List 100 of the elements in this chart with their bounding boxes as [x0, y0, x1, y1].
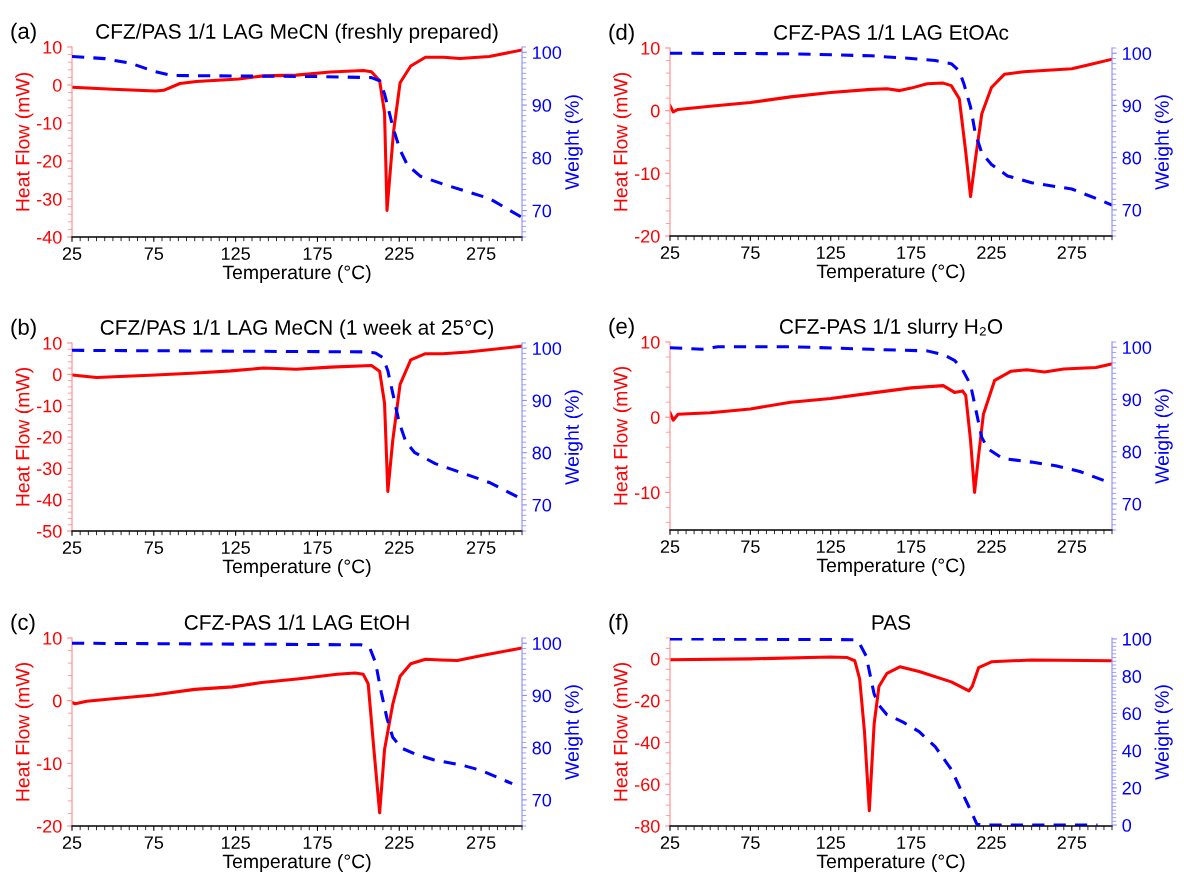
y-tick-label: -10 [634, 167, 660, 181]
x-axis-title: Temperature (°C) [222, 264, 371, 284]
x-tick-label: 75 [144, 541, 164, 554]
chart-title: CFZ/PAS 1/1 LAG MeCN (1 week at 25°C) [100, 319, 494, 339]
y-axis-title: Heat Flow (mW) [15, 72, 34, 211]
x-tick-label: 25 [62, 541, 82, 554]
x-tick-label: 75 [144, 247, 164, 260]
y-axis-title: Heat Flow (mW) [613, 366, 632, 505]
y-axis-title: Heat Flow (mW) [613, 72, 632, 211]
y-tick-label: -10 [36, 116, 62, 130]
y2-tick-label: 80 [1122, 151, 1142, 165]
x-tick-label: 125 [817, 836, 846, 849]
y2-tick-label: 100 [1123, 632, 1152, 646]
y-tick-label: -20 [634, 694, 660, 708]
y2-tick-label: 80 [1122, 445, 1142, 459]
y2-tick-label: 70 [532, 498, 552, 512]
y-axis-title: Heat Flow (mW) [15, 367, 34, 506]
x-tick-label: 175 [897, 540, 926, 553]
line-series [670, 655, 1112, 813]
x-tick-label: 75 [741, 836, 760, 849]
y-tick-label: 10 [43, 631, 62, 645]
x-tick-label: 225 [977, 540, 1006, 553]
x-tick-label: 225 [977, 836, 1006, 849]
y-tick-label: 0 [650, 104, 660, 118]
chart-title: CFZ/PAS 1/1 LAG MeCN (freshly prepared) [96, 23, 498, 43]
y-tick-label: 10 [43, 336, 62, 350]
y2-axis-title: Weight (%) [564, 95, 583, 190]
y-tick-label: 0 [52, 368, 62, 382]
y2-tick-label: 60 [1122, 707, 1142, 721]
y-tick-label: -20 [634, 229, 660, 243]
y-tick-label: -10 [36, 757, 62, 771]
y2-tick-label: 100 [533, 342, 562, 355]
x-tick-label: 175 [897, 836, 926, 849]
x-tick-label: 275 [1057, 836, 1087, 849]
x-tick-label: 75 [741, 246, 760, 259]
y2-axis-title: Weight (%) [1154, 685, 1173, 780]
x-tick-label: 125 [817, 246, 846, 259]
y2-tick-label: 90 [532, 689, 552, 703]
y-tick-label: -30 [36, 462, 62, 476]
y2-tick-label: 90 [532, 98, 552, 112]
x-tick-label: 75 [144, 836, 164, 849]
line-series [670, 638, 1100, 826]
text: (b) [11, 318, 36, 340]
y-tick-label: -40 [36, 493, 62, 507]
y-tick-label: -10 [36, 399, 62, 413]
x-tick-label: 125 [817, 540, 846, 553]
x-tick-label: 175 [303, 247, 332, 260]
y2-axis-title: Weight (%) [1154, 389, 1173, 484]
y2-tick-label: 90 [532, 394, 552, 408]
y-tick-label: 0 [52, 694, 62, 708]
x-tick-label: 225 [385, 836, 414, 849]
x-tick-label: 25 [660, 836, 680, 849]
y2-tick-label: 80 [532, 446, 552, 460]
x-tick-label: 25 [62, 247, 82, 260]
x-tick-label: 125 [221, 247, 250, 260]
y2-tick-label: 80 [1122, 670, 1142, 683]
x-tick-label: 275 [466, 247, 496, 260]
x-tick-label: 175 [303, 541, 332, 554]
x-tick-label: 125 [221, 541, 250, 554]
text: (e) [609, 317, 634, 339]
x-tick-label: 225 [385, 541, 414, 554]
y2-axis-title: Weight (%) [564, 685, 583, 780]
line-series [670, 362, 1112, 494]
x-axis-title: Temperature (°C) [222, 853, 371, 873]
y-tick-label: -50 [36, 524, 62, 538]
y2-tick-label: 0 [1122, 819, 1132, 832]
x-tick-label: 225 [977, 246, 1006, 259]
y-tick-label: 10 [641, 335, 660, 349]
x-tick-label: 275 [466, 836, 496, 849]
x-tick-label: 275 [1057, 540, 1087, 553]
text: (c) [11, 613, 35, 635]
y2-tick-label: 80 [532, 151, 552, 165]
y2-tick-label: 40 [1122, 744, 1142, 758]
y-tick-label: 10 [43, 40, 62, 54]
x-axis-title: Temperature (°C) [816, 557, 965, 577]
x-tick-label: 125 [221, 836, 250, 849]
y-tick-label: -40 [634, 736, 660, 750]
chart-title: PAS [872, 615, 911, 630]
y2-tick-label: 70 [532, 793, 552, 807]
y-tick-label: -20 [36, 819, 62, 833]
y-tick-label: -60 [634, 778, 660, 791]
y-axis-title: Heat Flow (mW) [613, 662, 632, 801]
text: (a) [11, 22, 36, 44]
y-tick-label: 0 [650, 652, 660, 666]
chart-title: CFZ-PAS 1/1 LAG EtOH [184, 614, 409, 630]
x-tick-label: 75 [741, 540, 760, 553]
y2-tick-label: 90 [1122, 99, 1142, 113]
line-series [72, 646, 522, 815]
x-tick-label: 175 [897, 246, 926, 259]
x-axis-title: Temperature (°C) [222, 558, 371, 578]
x-tick-label: 25 [62, 836, 82, 849]
y-tick-label: 0 [52, 78, 62, 92]
y-tick-label: -10 [634, 486, 660, 500]
text: (d) [609, 23, 634, 45]
y2-tick-label: 100 [533, 46, 562, 59]
x-tick-label: 25 [660, 540, 680, 553]
line-series [72, 641, 514, 786]
y-axis-title: Heat Flow (mW) [15, 662, 34, 801]
x-tick-label: 275 [466, 541, 496, 554]
y2-tick-label: 100 [1123, 341, 1152, 354]
